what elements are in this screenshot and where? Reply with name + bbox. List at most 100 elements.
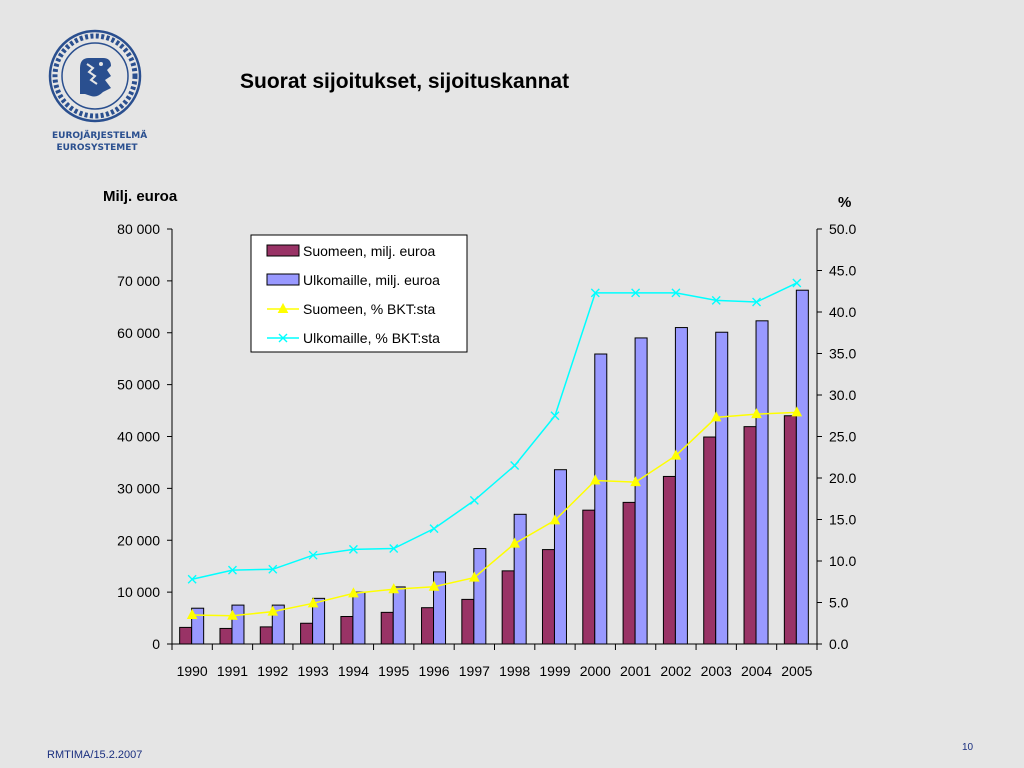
page-title: Suorat sijoitukset, sijoituskannat [240,70,570,93]
ulkomaille-pct-line [191,282,798,580]
x-tick-label: 2002 [660,663,691,679]
right-tick-label: 25.0 [829,429,856,445]
x-tick-label: 1997 [459,663,490,679]
ulkomaille-bar-1994 [352,591,366,645]
legend-ulkomaille-eur-label: Ulkomaille, milj. euroa [303,272,440,288]
left-tick-label: 20 000 [117,532,160,548]
legend-suomeen-eur-label: Suomeen, milj. euroa [303,243,436,259]
legend-suomeen-eur-swatch [266,244,300,257]
suomeen-pct-point-1992 [267,605,279,616]
left-tick-label: 50 000 [117,377,160,393]
suomen-pankki-logo [48,29,142,123]
suomeen-pct-point-2003 [710,411,722,422]
suomeen-bar-1991 [219,627,233,645]
ulkomaille-pct-point-2000 [590,288,600,298]
suomeen-pct-point-1998 [509,537,520,548]
right-tick-label: 10.0 [829,553,856,569]
legend-suomeen-pct-marker [277,302,289,313]
ulkomaille-pct-point-2004 [752,297,762,307]
suomeen-pct-point-1994 [348,587,359,598]
footer-reference: RMTIMA/15.2.2007 [47,749,143,761]
ulkomaille-bar-1997 [473,548,487,645]
ulkomaille-pct-point-1991 [227,565,237,575]
suomeen-pct-point-1995 [388,583,400,594]
ulkomaille-pct-point-2002 [671,288,681,298]
ulkomaille-pct-point-1996 [429,524,439,534]
right-tick-label: 0.0 [829,636,849,652]
suomeen-bar-2000 [582,509,596,645]
ulkomaille-pct-point-1998 [510,461,520,471]
left-tick-label: 40 000 [117,429,160,445]
suomeen-bar-2004 [743,426,757,645]
suomeen-bar-1994 [340,616,354,645]
left-tick-label: 30 000 [117,480,160,496]
lines [186,278,803,620]
axes: 0 10 000 20 000 30 000 40 000 50 000 60 000 70 … [117,221,856,679]
ulkomaille-bar-2001 [634,337,648,645]
left-tick-label: 60 000 [117,325,160,341]
ulkomaille-bar-1991 [231,604,245,645]
legend: Suomeen, milj. euroa Ulkomaille, milj. eu… [250,234,468,353]
x-tick-label: 2004 [741,663,772,679]
legend-suomeen-pct-label: Suomeen, % BKT:sta [303,301,436,317]
right-tick-label: 15.0 [829,512,856,528]
right-tick-label: 50.0 [829,221,856,237]
suomeen-bar-1997 [461,598,475,645]
suomeen-bar-2005 [783,415,797,645]
ulkomaille-bar-1995 [392,586,406,645]
ulkomaille-pct-point-2003 [711,295,721,305]
x-tick-label: 1998 [499,663,530,679]
suomeen-bar-1998 [501,570,515,645]
suomeen-pct-point-1999 [549,514,561,525]
left-axis-label: Milj. euroa [103,188,178,205]
x-tick-label: 1999 [539,663,570,679]
suomeen-bar-1995 [380,611,394,645]
suomeen-pct-point-2004 [751,408,762,419]
x-tick-label: 1991 [217,663,248,679]
x-tick-label: 2003 [701,663,732,679]
suomeen-bar-1990 [179,626,193,645]
suomeen-bar-2001 [622,501,636,645]
suomeen-pct-point-2005 [791,406,803,417]
ulkomaille-pct-point-1999 [550,411,560,421]
x-tick-label: 1994 [338,663,369,679]
ulkomaille-pct-point-1994 [348,544,358,554]
ulkomaille-pct-point-1993 [308,550,318,560]
right-tick-label: 5.0 [829,595,849,611]
suomeen-pct-point-2002 [670,449,682,460]
ulkomaille-pct-point-2005 [792,278,802,288]
x-tick-label: 1996 [418,663,449,679]
suomeen-pct-point-1993 [307,597,319,608]
left-tick-label: 0 [152,636,160,652]
suomeen-bar-1993 [300,622,314,645]
logo-subtitle-line1: EUROJÄRJESTELMÄ [52,131,148,141]
ulkomaille-bar-2004 [755,320,769,645]
page-number: 10 [962,742,974,753]
ulkomaille-pct-point-2001 [631,288,641,298]
ulkomaille-bar-1999 [553,469,567,645]
suomeen-bar-1996 [421,607,435,645]
left-tick-label: 80 000 [117,221,160,237]
suomeen-bar-2002 [662,475,676,645]
suomeen-pct-point-1996 [428,580,440,591]
right-tick-label: 35.0 [829,346,856,362]
ulkomaille-bar-1998 [513,513,527,645]
suomeen-pct-line [192,411,797,617]
left-tick-label: 10 000 [117,584,160,600]
x-tick-label: 1995 [378,663,409,679]
ulkomaille-pct-point-1992 [268,564,278,574]
right-tick-label: 40.0 [829,304,856,320]
right-tick-label: 30.0 [829,387,856,403]
suomeen-pct-point-1990 [186,608,198,619]
suomeen-bar-2003 [703,436,717,645]
right-axis-label: % [838,194,851,211]
suomeen-bar-1992 [259,626,273,645]
ulkomaille-bar-1993 [312,597,326,645]
suomeen-pct-point-2000 [589,474,601,485]
suomeen-pct-point-1997 [469,571,480,582]
ulkomaille-pct-point-1995 [389,544,399,554]
ulkomaille-bar-2003 [715,331,729,645]
right-tick-label: 45.0 [829,263,856,279]
suomeen-pct-point-2001 [630,476,641,487]
